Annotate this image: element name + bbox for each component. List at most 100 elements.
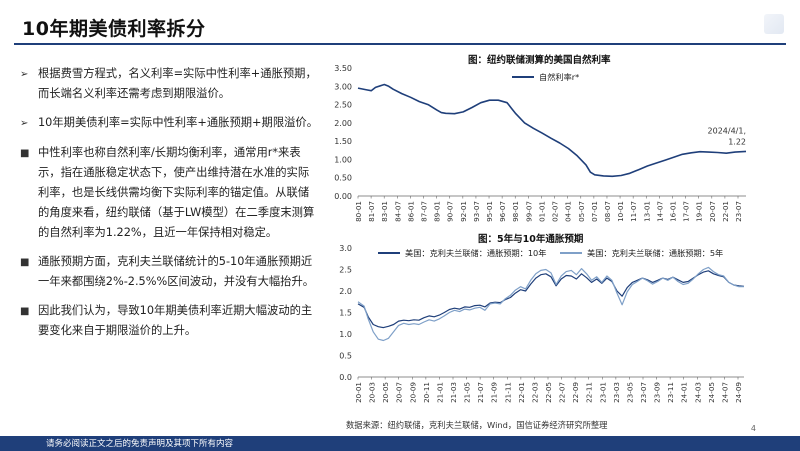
disclaimer-text: 请务必阅读正文之后的免责声明及其项下所有内容 bbox=[46, 439, 234, 449]
bullet-text: 中性利率也称自然利率/长期均衡利率，通常用r*来表示，指在通胀稳定状态下，使产出… bbox=[38, 146, 315, 239]
y-tick-label: 2.00 bbox=[334, 119, 352, 128]
x-tick-label: 20-07 bbox=[708, 201, 717, 222]
arrow-bullet-icon: ➢ bbox=[20, 69, 29, 80]
x-tick-label: 23-11 bbox=[666, 382, 675, 403]
x-tick-label: 23-01 bbox=[598, 382, 607, 403]
x-tick-label: 20-11 bbox=[422, 382, 431, 403]
y-tick-label: 3.50 bbox=[334, 64, 352, 73]
x-tick-label: 11-07 bbox=[629, 201, 638, 222]
x-tick-label: 13-01 bbox=[642, 201, 651, 222]
x-tick-label: 83-01 bbox=[380, 201, 389, 222]
x-tick-label: 05-07 bbox=[577, 201, 586, 222]
x-tick-label: 24-03 bbox=[693, 382, 702, 403]
x-tick-label: 24-09 bbox=[734, 382, 743, 403]
x-tick-label: 84-07 bbox=[393, 201, 402, 222]
bullet-list: ➢ 根据费雪方程式，名义利率=实际中性利率+通胀预期，而长端名义利率还需考虑到期… bbox=[20, 64, 320, 350]
bullet-text: 通胀预期方面，克利夫兰联储统计的5-10年通胀预期近一年来都围绕2%-2.5%%… bbox=[38, 255, 315, 288]
y-tick-label: 2.50 bbox=[334, 101, 352, 110]
bullet-item: ■ 因此我们认为，导致10年期美债利率近期大幅波动的主要变化来自于期限溢价的上升… bbox=[20, 301, 320, 341]
x-tick-label: 86-01 bbox=[406, 201, 415, 222]
x-tick-label: 87-07 bbox=[420, 201, 429, 222]
legend-label: 美国：克利夫兰联储：通胀预期：5年 bbox=[587, 248, 723, 258]
x-tick-label: 92-01 bbox=[459, 201, 468, 222]
x-tick-label: 23-07 bbox=[734, 201, 743, 222]
x-tick-label: 17-07 bbox=[682, 201, 691, 222]
y-tick-label: 0.00 bbox=[334, 192, 352, 201]
x-tick-label: 22-11 bbox=[585, 382, 594, 403]
x-tick-label: 22-01 bbox=[721, 201, 730, 222]
x-tick-label: 90-07 bbox=[446, 201, 455, 222]
bullet-text: 因此我们认为，导致10年期美债利率近期大幅波动的主要变化来自于期限溢价的上升。 bbox=[38, 304, 313, 337]
annotation-date: 2024/4/1, bbox=[708, 126, 746, 135]
x-tick-label: 16-01 bbox=[668, 201, 677, 222]
x-tick-label: 95-01 bbox=[485, 201, 494, 222]
y-tick-label: 2.5 bbox=[339, 266, 352, 275]
series-line bbox=[357, 266, 744, 342]
bullet-text: 根据费雪方程式，名义利率=实际中性利率+通胀预期，而长端名义利率还需考虑到期限溢… bbox=[38, 67, 317, 100]
x-tick-label: 96-07 bbox=[498, 201, 507, 222]
x-tick-label: 24-07 bbox=[720, 382, 729, 403]
y-tick-label: 0.50 bbox=[334, 174, 352, 183]
bullet-item: ➢ 10年期美债利率=实际中性利率+通胀预期+期限溢价。 bbox=[20, 113, 320, 134]
bullet-item: ■ 通胀预期方面，克利夫兰联储统计的5-10年通胀预期近一年来都围绕2%-2.5… bbox=[20, 252, 320, 292]
x-tick-label: 23-09 bbox=[653, 382, 662, 403]
x-tick-label: 21-03 bbox=[449, 382, 458, 403]
x-tick-label: 21-11 bbox=[503, 382, 512, 403]
x-tick-label: 20-07 bbox=[395, 382, 404, 403]
y-tick-label: 2.0 bbox=[339, 287, 352, 296]
x-tick-label: 89-01 bbox=[433, 201, 442, 222]
x-tick-label: 20-03 bbox=[368, 382, 377, 403]
y-tick-label: 3.0 bbox=[339, 244, 352, 253]
x-tick-label: 07-01 bbox=[590, 201, 599, 222]
x-tick-label: 22-01 bbox=[517, 382, 526, 403]
bullet-text: 10年期美债利率=实际中性利率+通胀预期+期限溢价。 bbox=[38, 116, 319, 129]
x-tick-label: 20-09 bbox=[408, 382, 417, 403]
x-tick-label: 01-01 bbox=[537, 201, 546, 222]
x-tick-label: 04-01 bbox=[564, 201, 573, 222]
series-line bbox=[357, 83, 747, 178]
title-underline bbox=[14, 43, 786, 45]
page-number: 4 bbox=[750, 424, 756, 433]
x-tick-label: 21-07 bbox=[476, 382, 485, 403]
chart-title-inflation: 图：5年与10年通胀预期 bbox=[478, 234, 584, 245]
x-tick-label: 80-01 bbox=[354, 201, 363, 222]
x-tick-label: 23-03 bbox=[612, 382, 621, 403]
chart-title-natural-rate: 图：纽约联储测算的美国自然利率 bbox=[468, 55, 611, 66]
logo-icon bbox=[764, 14, 784, 34]
x-tick-label: 22-07 bbox=[558, 382, 567, 403]
x-tick-label: 23-07 bbox=[639, 382, 648, 403]
x-tick-label: 93-07 bbox=[472, 201, 481, 222]
y-tick-label: 0.5 bbox=[339, 352, 352, 361]
x-tick-label: 20-01 bbox=[354, 382, 363, 403]
x-tick-label: 22-03 bbox=[530, 382, 539, 403]
x-tick-label: 24-01 bbox=[680, 382, 689, 403]
arrow-bullet-icon: ➢ bbox=[20, 118, 29, 129]
x-tick-label: 10-01 bbox=[616, 201, 625, 222]
x-tick-label: 21-09 bbox=[490, 382, 499, 403]
x-tick-label: 20-05 bbox=[381, 382, 390, 403]
y-tick-label: 1.50 bbox=[334, 137, 352, 146]
footer-bar: 请务必阅读正文之后的免责声明及其项下所有内容 bbox=[0, 436, 800, 451]
x-tick-label: 99-07 bbox=[524, 201, 533, 222]
legend-label: 美国：克利夫兰联储：通胀预期：10年 bbox=[405, 248, 546, 258]
y-tick-label: 1.00 bbox=[334, 155, 352, 164]
y-tick-label: 0.0 bbox=[339, 373, 352, 382]
annotation-value: 1.22 bbox=[728, 137, 746, 146]
x-tick-label: 24-05 bbox=[707, 382, 716, 403]
x-tick-label: 14-07 bbox=[655, 201, 664, 222]
inflation-expectations-chart: 0.0 0.5 1.0 1.5 2.0 2.5 3.0 20-01 20-03 20-05 20-0… bbox=[339, 244, 745, 403]
square-bullet-icon: ■ bbox=[20, 257, 30, 268]
series-line bbox=[357, 270, 745, 329]
page-title: 10年期美债利率拆分 bbox=[22, 18, 206, 40]
x-tick-label: 02-07 bbox=[551, 201, 560, 222]
source-note: 数据来源：纽约联储，克利夫兰联储，Wind，国信证券经济研究所整理 bbox=[346, 420, 608, 430]
bullet-item: ➢ 根据费雪方程式，名义利率=实际中性利率+通胀预期，而长端名义利率还需考虑到期… bbox=[20, 64, 320, 104]
x-tick-label: 81-07 bbox=[367, 201, 376, 222]
bullet-item: ■ 中性利率也称自然利率/长期均衡利率，通常用r*来表示，指在通胀稳定状态下，使… bbox=[20, 143, 320, 243]
x-tick-label: 21-05 bbox=[463, 382, 472, 403]
x-tick-label: 19-01 bbox=[695, 201, 704, 222]
legend-label: 自然利率r* bbox=[539, 72, 579, 82]
y-tick-label: 3.00 bbox=[334, 82, 352, 91]
natural-rate-chart: 0.00 0.50 1.00 1.50 2.00 2.50 3.00 3.50 80-01 81-… bbox=[334, 64, 747, 222]
x-tick-label: 21-01 bbox=[435, 382, 444, 403]
